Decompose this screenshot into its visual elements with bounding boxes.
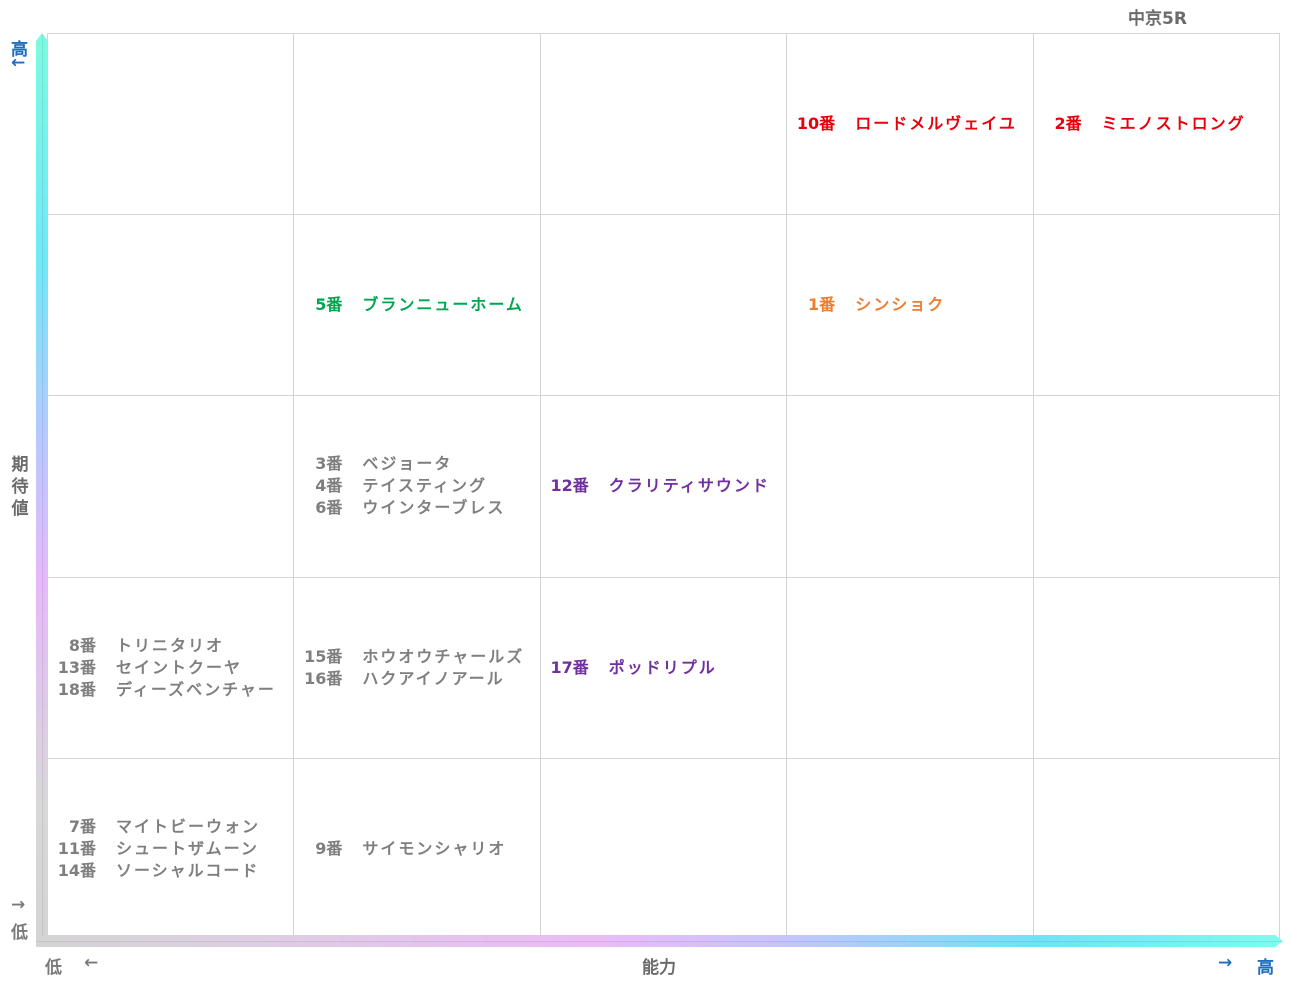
horse-entry: 16番 ハクアイノアール [300,668,504,690]
horse-number: 7番 [68,816,96,836]
horse-number: 10番 [796,114,836,134]
grid-cell-r2-c4: 1番 シンショク [786,215,1033,397]
y-axis-high-arrow: ← [11,53,26,73]
horse-entry: 17番 ポッドリプル [547,657,717,679]
horse-number: 4番 [315,476,343,496]
horse-entry: 5番 ブランニューホーム [300,294,524,316]
grid-cell-r4-c2: 15番 ホウオウチャールズ 16番 ハクアイノアール [293,577,540,759]
grid-cell-r1-c5: 2番 ミエノストロング [1032,34,1279,216]
grid-cell-r3-c1 [47,396,294,578]
horse-entry: 4番 テイスティング [300,475,487,497]
grid-cell-r1-c3 [539,34,787,216]
horse-number: 5番 [315,295,343,315]
y-axis-high-label: 高 [11,40,28,60]
horse-name: ベジョータ [362,454,453,474]
grid-cell-r3-c2: 3番 ベジョータ 4番 テイスティング 6番 ウインターブレス [293,396,540,578]
grid-cell-r2-c2: 5番 ブランニューホーム [293,215,540,397]
horse-name: ハクアイノアール [362,668,505,688]
horse-name: ロードメルヴェイユ [855,114,1017,134]
grid-cell-r1-c2 [293,34,540,216]
horse-number: 8番 [68,635,96,655]
horse-number: 9番 [315,838,343,858]
horse-entry: 6番 ウインターブレス [300,497,505,519]
horse-entry: 13番 セイントクーヤ [54,657,242,679]
grid-cell-r4-c1: 8番 トリニタリオ 13番 セイントクーヤ 18番 ディーズベンチャー [47,577,294,759]
grid-cell-r5-c1: 7番 マイトビーウォン 11番 シュートザムーン 14番 ソーシャルコード [47,758,294,940]
horse-name: ソーシャルコード [116,860,260,880]
horse-number: 12番 [550,476,589,496]
horse-name: トリニタリオ [116,635,225,655]
horse-name: ブランニューホーム [362,295,524,315]
horse-name: ホウオウチャールズ [362,646,525,666]
y-axis-low-arrow: → [11,895,26,915]
x-axis-title: 能力 [642,958,676,978]
horse-number: 11番 [57,838,96,858]
horse-name: ディーズベンチャー [116,679,276,699]
horse-number: 3番 [315,454,343,474]
x-axis-bar [36,935,1283,947]
grid-cell-r5-c3 [539,758,787,940]
horse-name: テイスティング [362,476,487,496]
horse-name: クラリティサウンド [608,476,770,496]
x-axis-low-label: 低 [45,958,62,978]
grid-cell-r4-c4 [786,577,1033,759]
grid-cell-r1-c1 [47,34,294,216]
horse-number: 2番 [1054,114,1082,134]
x-axis-high-arrow: → [1218,953,1233,973]
horse-name: ウインターブレス [362,498,506,518]
grid-cell-r2-c1 [47,215,294,397]
horse-entry: 18番 ディーズベンチャー [54,679,276,701]
horse-name: ミエノストロング [1101,114,1246,134]
horse-entry: 1番 シンショク [793,294,945,316]
chart-grid: 10番 ロードメルヴェイユ 2番 ミエノストロング 5番 ブランニューホーム 1番 シンショク… [47,33,1280,940]
horse-name: セイントクーヤ [116,657,243,677]
horse-number: 1番 [808,295,836,315]
grid-cell-r2-c5 [1032,215,1279,397]
horse-name: ポッドリプル [608,657,717,677]
horse-entry: 9番 サイモンシャリオ [300,838,506,860]
horse-entry: 2番 ミエノストロング [1040,113,1246,135]
horse-entry: 10番 ロードメルヴェイユ [793,113,1017,135]
horse-entry: 3番 ベジョータ [300,453,452,475]
grid-cell-r2-c3 [539,215,787,397]
grid-cell-r4-c3: 17番 ポッドリプル [539,577,787,759]
horse-number: 6番 [315,498,343,518]
horse-entry: 8番 トリニタリオ [54,635,224,657]
grid-cell-r5-c4 [786,758,1033,940]
grid-cell-r3-c5 [1032,396,1279,578]
horse-number: 15番 [304,646,343,666]
horse-number: 13番 [57,657,96,677]
grid-cell-r5-c2: 9番 サイモンシャリオ [293,758,540,940]
x-axis-high-label: 高 [1257,958,1274,978]
grid-cell-r4-c5 [1032,577,1279,759]
grid-cell-r5-c5 [1032,758,1279,940]
horse-entry: 12番 クラリティサウンド [547,475,770,497]
horse-number: 18番 [57,679,96,699]
horse-entry: 7番 マイトビーウォン [54,816,260,838]
horse-name: サイモンシャリオ [362,838,507,858]
y-axis-low-label: 低 [11,923,28,943]
horse-number: 16番 [304,668,343,688]
horse-entry: 14番 ソーシャルコード [54,860,259,882]
race-title: 中京5R [1128,9,1187,29]
horse-entry: 15番 ホウオウチャールズ [300,646,524,668]
grid-cell-r3-c4 [786,396,1033,578]
horse-number: 17番 [550,657,589,677]
grid-cell-r3-c3: 12番 クラリティサウンド [539,396,787,578]
horse-number: 14番 [57,860,96,880]
grid-cell-r1-c4: 10番 ロードメルヴェイユ [786,34,1033,216]
horse-name: シュートザムーン [116,838,259,858]
horse-entry: 11番 シュートザムーン [54,838,259,860]
y-axis-title: 期 待 値 [11,455,29,519]
x-axis-low-arrow: ← [84,953,99,973]
horse-name: マイトビーウォン [116,816,261,836]
y-axis-bar [36,33,48,945]
horse-name: シンショク [855,295,946,315]
